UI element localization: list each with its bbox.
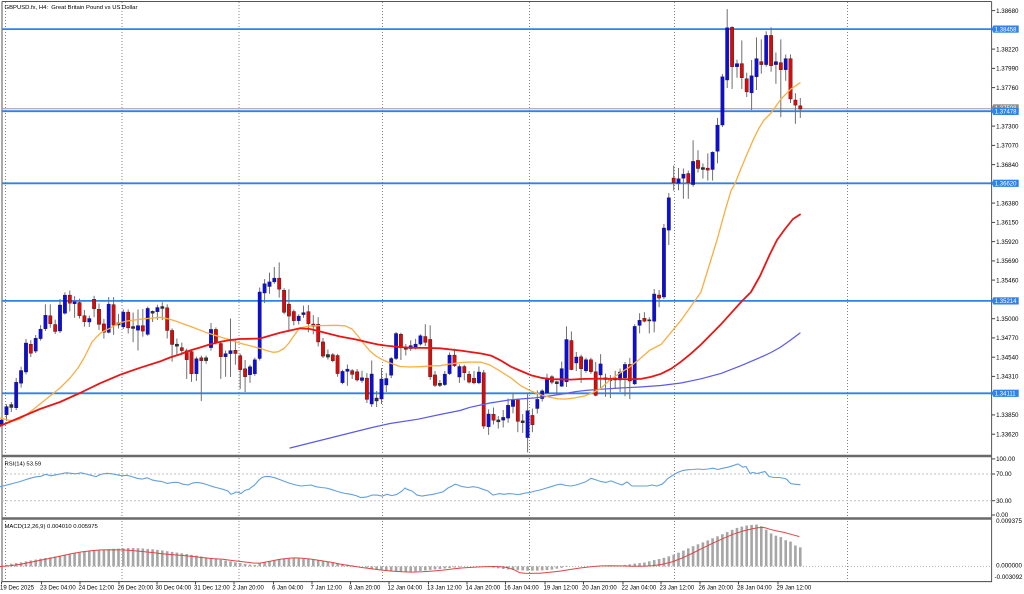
svg-text:1.35460: 1.35460 — [996, 277, 1019, 284]
svg-text:16 Jan 04:00: 16 Jan 04:00 — [504, 586, 539, 592]
svg-text:19 Jan 12:00: 19 Jan 12:00 — [544, 586, 579, 592]
svg-text:1.34310: 1.34310 — [996, 374, 1019, 381]
svg-text:20 Jan 20:00: 20 Jan 20:00 — [582, 586, 617, 592]
svg-text:1.38680: 1.38680 — [996, 8, 1019, 15]
svg-text:1.35920: 1.35920 — [996, 239, 1019, 246]
svg-text:23 Jan 12:00: 23 Jan 12:00 — [660, 586, 695, 592]
svg-text:29 Jan 12:00: 29 Jan 12:00 — [777, 586, 812, 592]
svg-text:1.36840: 1.36840 — [996, 162, 1019, 169]
svg-text:100.00: 100.00 — [996, 456, 1015, 463]
svg-text:1.34540: 1.34540 — [996, 354, 1019, 361]
svg-text:2 Jan 20:00: 2 Jan 20:00 — [233, 586, 265, 592]
svg-text:1.37760: 1.37760 — [996, 85, 1019, 92]
svg-text:1.37478: 1.37478 — [995, 110, 1017, 116]
svg-text:8 Jan 20:00: 8 Jan 20:00 — [349, 586, 381, 592]
svg-text:0.00: 0.00 — [996, 512, 1009, 519]
svg-text:19 Dec 2025: 19 Dec 2025 — [0, 586, 35, 592]
svg-text:1.35214: 1.35214 — [995, 299, 1017, 305]
svg-text:24 Dec 12:00: 24 Dec 12:00 — [79, 586, 115, 592]
svg-text:1.37070: 1.37070 — [996, 143, 1019, 150]
svg-text:22 Jan 04:00: 22 Jan 04:00 — [622, 586, 657, 592]
svg-text:1.38220: 1.38220 — [996, 46, 1019, 53]
svg-text:26 Dec 20:00: 26 Dec 20:00 — [118, 586, 154, 592]
svg-text:1.33620: 1.33620 — [996, 431, 1019, 438]
svg-text:1.37990: 1.37990 — [996, 66, 1019, 73]
svg-text:1.35000: 1.35000 — [996, 316, 1019, 323]
svg-text:GBPUSD.fx, H4: Great Britain: GBPUSD.fx, H4: Great Britain Pound vs US… — [5, 5, 138, 11]
svg-text:13 Jan 12:00: 13 Jan 12:00 — [427, 586, 462, 592]
svg-text:MACD(12,26,9) 0.004010 0.00597: MACD(12,26,9) 0.004010 0.005975 — [5, 524, 99, 530]
svg-text:0.000000: 0.000000 — [996, 562, 1022, 569]
svg-text:23 Dec 04:00: 23 Dec 04:00 — [40, 586, 76, 592]
svg-text:0.009375: 0.009375 — [996, 518, 1022, 525]
svg-text:1.33850: 1.33850 — [996, 412, 1019, 419]
svg-text:14 Jan 20:00: 14 Jan 20:00 — [466, 586, 501, 592]
svg-text:30.00: 30.00 — [996, 498, 1012, 505]
svg-text:6 Jan 04:00: 6 Jan 04:00 — [272, 586, 304, 592]
svg-text:31 Dec 12:00: 31 Dec 12:00 — [194, 586, 230, 592]
svg-text:-0.003092: -0.003092 — [995, 574, 1023, 581]
svg-text:1.35690: 1.35690 — [996, 258, 1019, 265]
svg-text:1.36620: 1.36620 — [995, 182, 1017, 188]
svg-text:12 Jan 04:00: 12 Jan 04:00 — [388, 586, 423, 592]
svg-text:1.36150: 1.36150 — [996, 220, 1019, 227]
svg-text:RSI(14) 53.59: RSI(14) 53.59 — [5, 461, 42, 467]
svg-text:1.34111: 1.34111 — [995, 392, 1016, 398]
svg-text:28 Jan 04:00: 28 Jan 04:00 — [737, 586, 772, 592]
svg-text:26 Jan 20:00: 26 Jan 20:00 — [699, 586, 734, 592]
svg-text:30 Dec 04:00: 30 Dec 04:00 — [156, 586, 192, 592]
svg-text:7 Jan 12:00: 7 Jan 12:00 — [311, 586, 343, 592]
svg-text:1.34770: 1.34770 — [996, 335, 1019, 342]
svg-text:1.37300: 1.37300 — [996, 123, 1019, 130]
svg-text:1.38458: 1.38458 — [995, 27, 1017, 33]
svg-text:1.36380: 1.36380 — [996, 200, 1019, 207]
svg-text:70.00: 70.00 — [996, 471, 1012, 478]
